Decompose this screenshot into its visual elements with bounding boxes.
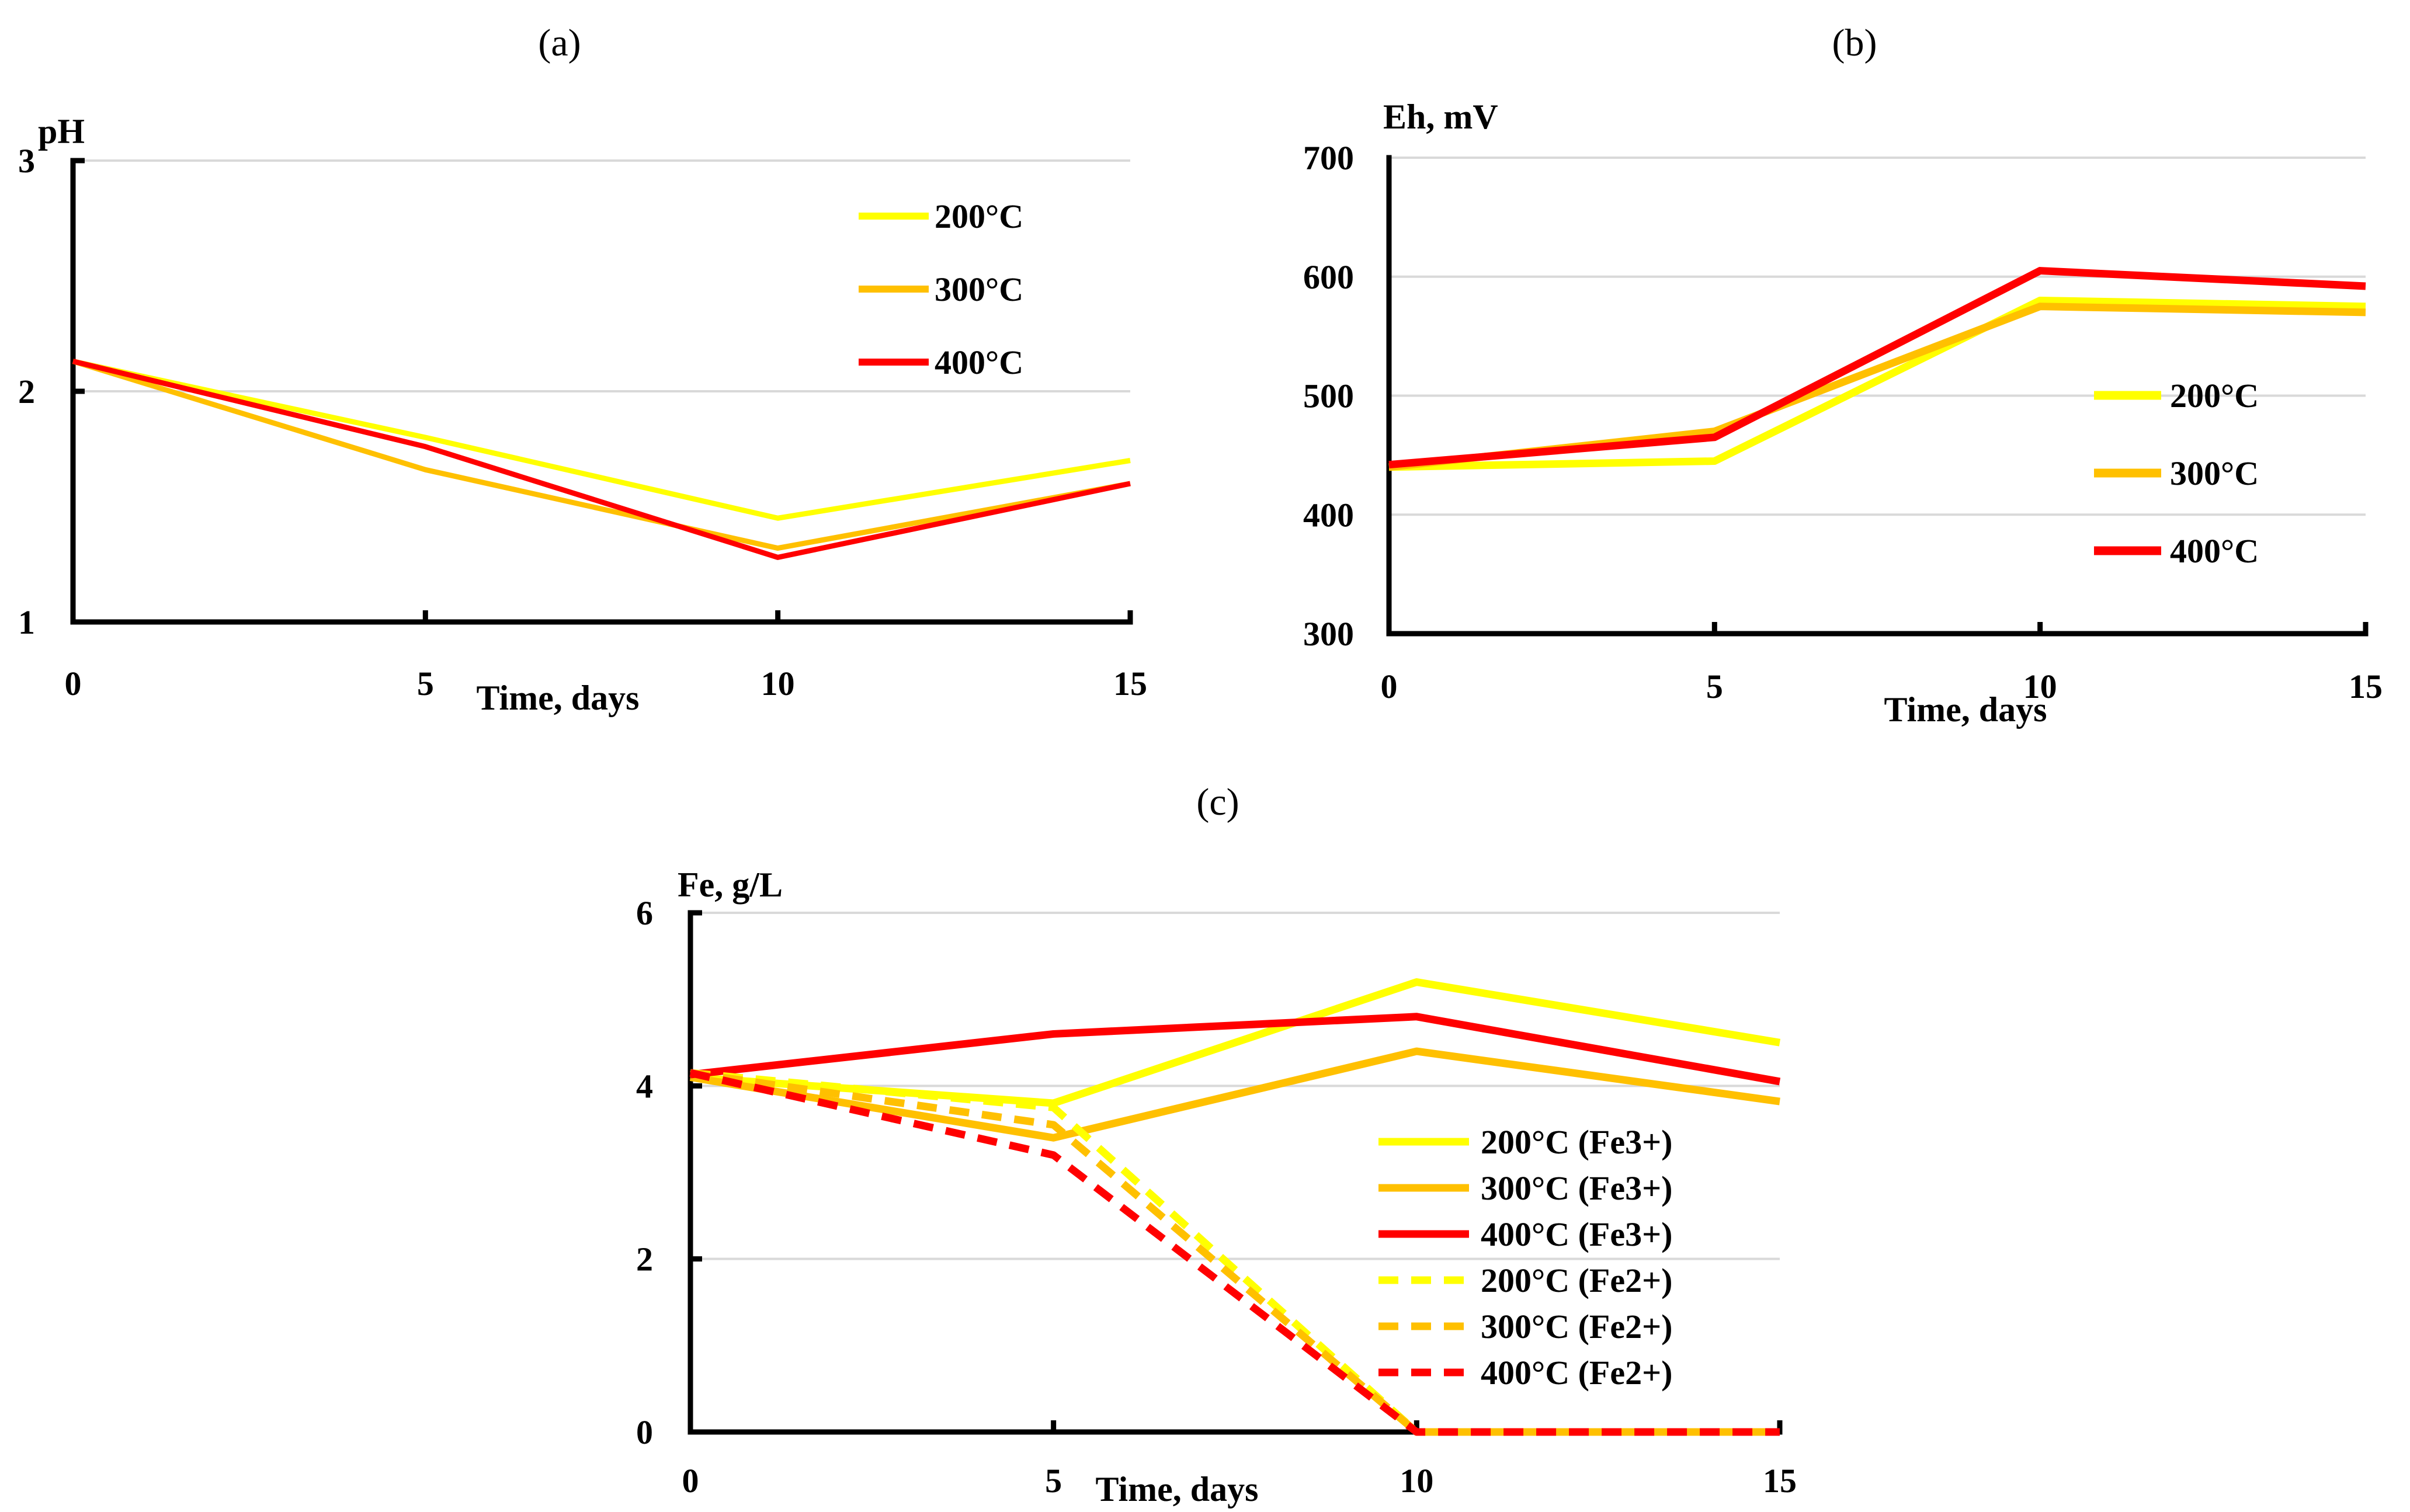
x-tick-label: 10	[1400, 1462, 1433, 1500]
y-tick-label: 2	[18, 373, 35, 411]
y-tick-label: 500	[1303, 377, 1354, 415]
y-axis-title: pH	[38, 112, 85, 151]
x-tick-label: 15	[1763, 1462, 1797, 1500]
series-line-400-c	[1388, 267, 2366, 469]
y-tick-label: 300	[1303, 615, 1354, 653]
panel-label: (b)	[1832, 22, 1877, 64]
x-tick-label: 5	[1045, 1462, 1062, 1500]
series-line-400-c-fe2	[689, 1069, 1780, 1436]
legend-label: 300°C (Fe3+)	[1481, 1169, 1672, 1207]
y-tick-label: 0	[636, 1413, 653, 1451]
x-tick-label: 0	[65, 665, 82, 703]
legend: 200°C (Fe3+) 300°C (Fe3+) 400°C (Fe3+) 200°…	[1378, 1123, 1672, 1392]
y-axis-title: Eh, mV	[1383, 98, 1498, 136]
legend: 200°C 300°C 400°C	[859, 197, 1023, 381]
x-tick-label: 15	[1113, 665, 1147, 703]
legend-label: 200°C (Fe2+)	[1481, 1261, 1672, 1299]
chart-panel-b: (b) 0 5 10 15 300 400 500 600 700 Eh, mV Time, days…	[1303, 22, 2383, 729]
panel-label: (a)	[538, 22, 581, 64]
series-line-400-c	[72, 359, 1131, 560]
chart-panel-a: (a) 0 5 10 15 1 2 3pH Time, days 200°C 300°C 400°C	[18, 22, 1147, 717]
legend: 200°C 300°C 400°C	[2094, 377, 2259, 570]
legend-label: 300°C	[2170, 454, 2259, 492]
x-axis-title: Time, days	[1884, 690, 2047, 729]
y-tick-label: 1	[18, 603, 35, 641]
legend-label: 400°C (Fe2+)	[1481, 1354, 1672, 1392]
y-tick-label: 6	[636, 894, 653, 932]
x-tick-label: 0	[682, 1462, 699, 1500]
legend-label: 400°C	[2170, 532, 2259, 570]
x-tick-label: 10	[2023, 668, 2057, 705]
series-line-300-c-fe2	[690, 1069, 1780, 1436]
series-line-200-c	[72, 359, 1131, 521]
series-line-300-c-fe3	[689, 1047, 1780, 1142]
legend-label: 400°C	[935, 343, 1023, 381]
legend-label: 200°C	[935, 197, 1023, 235]
legend-label: 300°C (Fe2+)	[1481, 1308, 1672, 1346]
y-tick-label: 4	[636, 1067, 653, 1105]
y-tick-label: 3	[18, 142, 35, 180]
legend-label: 200°C	[2170, 377, 2259, 415]
y-tick-label: 400	[1303, 496, 1354, 534]
x-tick-label: 0	[1381, 668, 1398, 705]
y-tick-label: 600	[1303, 258, 1354, 296]
legend-label: 200°C (Fe3+)	[1481, 1123, 1672, 1161]
x-tick-label: 5	[1706, 668, 1723, 705]
x-tick-label: 5	[417, 665, 434, 703]
legend-label: 300°C	[935, 270, 1023, 308]
y-axis-title: Fe, g/L	[678, 866, 783, 904]
x-axis-title: Time, days	[1096, 1470, 1259, 1508]
series-line-300-c	[72, 359, 1131, 551]
x-tick-label: 10	[761, 665, 795, 703]
series-line-200-c	[1388, 297, 2366, 471]
panel-label: (c)	[1196, 781, 1239, 823]
legend-label: 400°C (Fe3+)	[1481, 1215, 1672, 1253]
series-line-400-c-fe3	[690, 1013, 1781, 1086]
y-tick-label: 700	[1303, 139, 1354, 177]
chart-panel-c: (c) 0 5 10 15 0 2 4 6 Fe, g/L Time, days 200°C (Fe3…	[636, 781, 1797, 1508]
x-axis-title: Time, days	[477, 679, 640, 717]
x-tick-label: 15	[2349, 668, 2383, 705]
y-tick-label: 2	[636, 1240, 653, 1278]
